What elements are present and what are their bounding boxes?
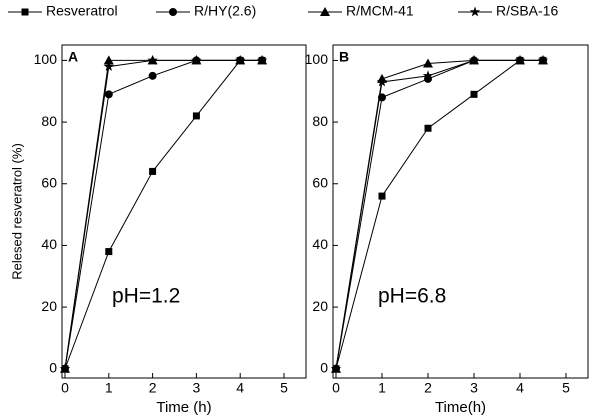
x-tick-label: 5 [562, 380, 570, 396]
series-line [64, 59, 263, 369]
series-line [64, 59, 263, 369]
y-tick-label: 100 [34, 51, 58, 67]
y-tick-label: 80 [312, 113, 328, 129]
y-tick-label: 0 [49, 359, 57, 375]
marker [469, 6, 481, 17]
y-tick-label: 20 [312, 298, 328, 314]
marker [169, 8, 177, 16]
x-axis-label: Time (h) [156, 399, 211, 416]
marker [104, 90, 113, 99]
x-tick-label: 1 [105, 380, 113, 396]
x-tick-label: 0 [332, 380, 340, 396]
y-tick-label: 0 [320, 359, 328, 375]
marker [470, 90, 478, 98]
marker [468, 54, 480, 65]
y-tick-label: 60 [41, 174, 57, 190]
x-tick-label: 4 [516, 380, 524, 396]
series-line [64, 59, 263, 369]
y-axis-label: Relesed resveratrol (%) [9, 143, 24, 280]
annotation: pH=1.2 [112, 285, 180, 308]
series-line [64, 59, 263, 369]
marker [422, 70, 434, 81]
series-line [335, 59, 543, 369]
marker [192, 112, 200, 120]
series-line [335, 59, 543, 369]
legend-label: R/MCM-41 [346, 3, 414, 19]
marker [378, 192, 386, 200]
series-line [335, 59, 543, 369]
marker [320, 7, 330, 16]
x-tick-label: 4 [236, 380, 244, 396]
legend-label: R/HY(2.6) [194, 3, 256, 19]
panel-label: B [339, 49, 349, 65]
marker [235, 54, 246, 65]
marker [103, 55, 114, 65]
plot-frame [61, 44, 307, 379]
marker [423, 58, 433, 68]
marker [149, 167, 157, 175]
marker [537, 54, 549, 65]
y-tick-label: 60 [312, 174, 328, 190]
x-axis-label: Time(h) [435, 399, 486, 416]
marker [256, 54, 268, 65]
marker [148, 71, 157, 80]
x-tick-label: 0 [61, 380, 69, 396]
y-tick-label: 40 [41, 236, 57, 252]
marker [59, 363, 71, 374]
x-tick-label: 2 [424, 380, 432, 396]
marker [514, 54, 526, 65]
panel-label: A [68, 49, 78, 65]
y-tick-label: 100 [305, 51, 329, 67]
y-tick-label: 20 [41, 298, 57, 314]
x-tick-label: 3 [470, 380, 478, 396]
marker [105, 248, 113, 256]
legend-label: R/SBA-16 [496, 3, 558, 19]
marker [330, 363, 342, 374]
marker [376, 76, 388, 87]
marker [191, 54, 202, 65]
annotation: pH=6.8 [378, 285, 446, 308]
x-tick-label: 5 [280, 380, 288, 396]
series-line [335, 59, 543, 369]
y-tick-label: 80 [41, 113, 57, 129]
legend-label: Resveratrol [46, 3, 118, 19]
plot-frame [332, 44, 589, 379]
marker [103, 61, 114, 71]
x-tick-label: 3 [193, 380, 201, 396]
marker [424, 124, 432, 132]
y-tick-label: 40 [312, 236, 328, 252]
marker [147, 54, 158, 65]
x-tick-label: 2 [149, 380, 157, 396]
x-tick-label: 1 [378, 380, 386, 396]
marker [21, 8, 29, 16]
